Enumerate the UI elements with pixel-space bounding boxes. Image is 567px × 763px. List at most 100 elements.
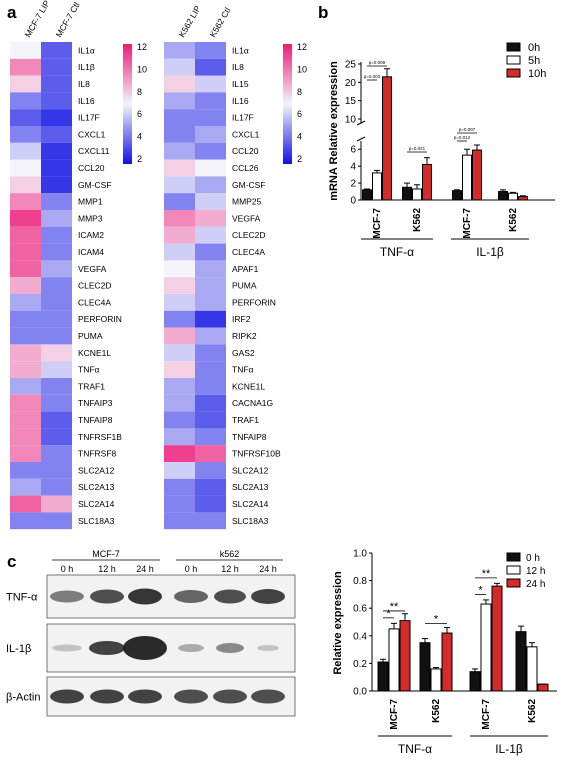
y-tick-label: 0.6: [353, 604, 367, 615]
heatmap-row-label: TNFAIP8: [232, 432, 267, 442]
heatmap-cell: [164, 512, 195, 530]
bar: [518, 196, 528, 201]
heatmap-cell: [10, 193, 41, 210]
blot-band: [216, 643, 244, 653]
heatmap-cell: [195, 142, 226, 160]
blot-strip: [46, 623, 296, 673]
heatmap-row-label: IL17F: [232, 113, 254, 123]
x-category-label: MCF-7: [372, 208, 383, 239]
blot-band: [89, 641, 125, 655]
heatmap-row-label: GAS2: [232, 348, 255, 358]
y-tick-label: 10: [345, 115, 357, 126]
color-bar-tick-label: 8: [297, 87, 302, 97]
y-tick-label: 0.8: [353, 576, 367, 587]
heatmap-cell: [164, 142, 195, 160]
y-tick-label: 25: [345, 60, 357, 71]
color-bar-tick-label: 12: [137, 42, 147, 52]
bar: [480, 603, 492, 692]
bar: [498, 191, 508, 201]
heatmap-cell: [41, 411, 72, 429]
heatmap-cell: [195, 411, 226, 429]
heatmap-cell: [164, 478, 195, 496]
color-bar-tick-label: 8: [137, 87, 142, 97]
group-label: IL-1β: [476, 245, 504, 259]
heatmap-row-label: IRF2: [232, 314, 251, 324]
heatmap-cell: [195, 512, 226, 530]
heatmap-row-label: CLEC2D: [78, 281, 112, 291]
color-bar-tick-label: 6: [297, 109, 302, 119]
heatmap-row-label: IL17F: [78, 113, 100, 123]
blot-band: [128, 689, 162, 704]
legend-swatch: [506, 55, 521, 65]
heatmap-cell: [41, 126, 72, 143]
legend-label: 0h: [528, 42, 540, 54]
p-value-label: p=0.003: [364, 74, 381, 79]
heatmap-row-label: SLC18A3: [232, 516, 269, 526]
heatmap-cell: [164, 361, 195, 378]
heatmap-cell: [195, 428, 226, 446]
bar: [388, 628, 400, 692]
blot-band: [251, 689, 285, 704]
heatmap-row-label: CACNA1G: [232, 398, 273, 408]
heatmap-row-label: VEGFA: [232, 213, 261, 223]
heatmap-row-label: ICAM4: [78, 247, 104, 257]
blot-lane-label: 24 h: [259, 564, 277, 574]
color-bar-tick-label: 2: [297, 154, 302, 164]
heatmap-cell: [195, 75, 226, 93]
heatmap-cell: [10, 176, 41, 194]
legend-label: 12 h: [526, 566, 545, 577]
heatmap-cell: [164, 310, 195, 328]
heatmap-cell: [10, 495, 41, 513]
heatmap-row-label: TNFα: [232, 365, 254, 375]
y-tick-label: 1.0: [353, 549, 367, 560]
blot-band: [90, 689, 124, 704]
heatmap-cell: [195, 109, 226, 126]
bar: [382, 76, 392, 201]
heatmap-cell: [41, 378, 72, 395]
blot-band: [52, 644, 82, 652]
heatmap-cell: [10, 378, 41, 395]
heatmap-cell: [195, 210, 226, 227]
y-axis-label: mRNA Relative expression: [328, 61, 340, 201]
heatmap-row-label: CXCL1: [78, 129, 106, 139]
heatmap-cell: [164, 428, 195, 446]
heatmap-cell: [195, 92, 226, 110]
heatmap-row-label: PERFORIN: [78, 314, 122, 324]
heatmap-cell: [195, 361, 226, 378]
heatmap-cell: [164, 344, 195, 362]
heatmap-cell: [10, 394, 41, 412]
heatmap-color-bar: [123, 44, 132, 164]
heatmap-row-label: CLEC4A: [232, 247, 265, 257]
heatmap-cell: [164, 495, 195, 513]
heatmap-row-label: MMP1: [78, 197, 103, 207]
heatmap-row-label: SLC2A14: [78, 499, 115, 509]
bar: [402, 186, 412, 201]
heatmap-row-label: IL1α: [232, 45, 249, 55]
y-tick-label: 20: [345, 78, 357, 89]
heatmap-cell: [41, 428, 72, 446]
heatmap-cell: [41, 294, 72, 311]
blot-band: [213, 689, 247, 704]
heatmap-cell: [41, 109, 72, 126]
heatmap-row-label: IL16: [78, 96, 95, 106]
legend-swatch: [506, 68, 521, 78]
heatmap-cell: [41, 478, 72, 496]
heatmap-row-label: PERFORIN: [232, 297, 276, 307]
heatmap-cell: [10, 512, 41, 530]
bar: [419, 642, 431, 692]
heatmap-column-label: MCF-7 LIP: [23, 0, 52, 39]
x-category-label: MCF-7: [481, 699, 492, 730]
significance-star: *: [478, 584, 483, 596]
heatmap-cell: [164, 58, 195, 76]
heatmap-cell: [195, 445, 226, 462]
bar: [515, 631, 527, 692]
heatmap-row-label: APAF1: [232, 264, 259, 274]
heatmap-cell: [41, 260, 72, 278]
blot-band: [178, 644, 204, 652]
heatmap-cell: [164, 126, 195, 143]
bar: [452, 190, 462, 201]
heatmap-row-label: ICAM2: [78, 230, 104, 240]
color-bar-tick-label: 2: [137, 154, 142, 164]
blot-lane-label: 24 h: [136, 564, 154, 574]
